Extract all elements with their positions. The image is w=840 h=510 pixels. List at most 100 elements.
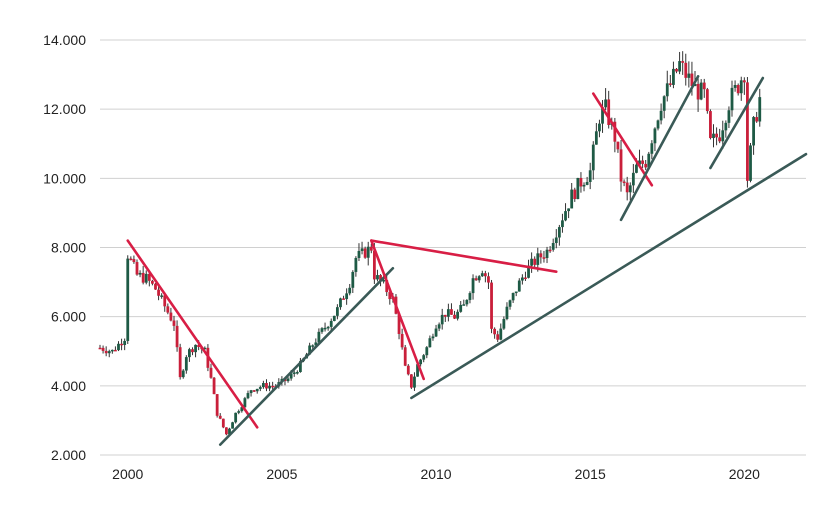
candle-body: [403, 347, 407, 366]
candle-body: [573, 189, 577, 200]
candle-body: [561, 220, 564, 228]
candle-body: [622, 181, 626, 184]
candle-body: [261, 383, 265, 388]
candle-body: [326, 326, 330, 329]
y-tick-label: 8.000: [51, 240, 86, 256]
candle-body: [450, 309, 453, 315]
candle-body: [144, 273, 148, 283]
candle-body: [141, 272, 145, 283]
candle-body: [252, 390, 256, 392]
candle-body: [638, 160, 641, 165]
candle-body: [221, 418, 225, 428]
candle-body: [197, 344, 201, 348]
candle-body: [107, 351, 111, 354]
x-axis: 2000 2005 2010 2015 2020: [112, 466, 760, 482]
candle-body: [357, 250, 361, 258]
candle-body: [619, 149, 623, 182]
candle-body: [601, 107, 604, 124]
candle-body: [517, 280, 521, 292]
x-tick-label: 2020: [729, 466, 760, 482]
candle-body: [465, 299, 469, 305]
candle-body: [477, 276, 481, 281]
candle-body: [249, 390, 253, 394]
candle-body: [203, 347, 207, 350]
candle-body: [184, 357, 188, 371]
grid-lines: [100, 39, 806, 456]
candle-body: [548, 249, 552, 252]
candle-body: [554, 237, 558, 244]
candle-body: [329, 320, 333, 327]
candle-body: [712, 133, 715, 139]
candle-body: [456, 311, 460, 319]
candle-body: [576, 177, 580, 200]
candle-body: [462, 304, 466, 306]
candle-body: [490, 282, 493, 329]
candle-body: [647, 153, 651, 168]
candle-body: [514, 291, 518, 294]
candle-body: [496, 334, 500, 340]
candle-body: [524, 277, 527, 280]
trend-lines: [126, 75, 808, 446]
support-trend-line: [218, 266, 395, 446]
candle-body: [567, 208, 571, 212]
candle-body: [591, 144, 595, 171]
candle-body: [499, 328, 503, 340]
candle-body: [699, 82, 703, 100]
candle-body: [650, 143, 654, 154]
candle-body: [678, 61, 681, 72]
candle-body: [409, 374, 413, 388]
candle-body: [480, 273, 484, 277]
candle-body: [570, 189, 574, 209]
candle-body: [604, 99, 608, 108]
candle-body: [536, 253, 540, 265]
candle-body: [369, 246, 373, 251]
candle-body: [696, 83, 700, 100]
y-tick-label: 14.000: [43, 32, 86, 48]
candle-body: [151, 280, 154, 284]
candle-body: [440, 314, 444, 325]
candle-body: [314, 342, 318, 346]
candle-body: [721, 130, 725, 142]
candles: [98, 51, 762, 437]
y-axis: 2.000 4.000 6.000 8.000 10.000 12.000 14.000: [43, 32, 86, 463]
candle-body: [474, 278, 478, 281]
candle-body: [268, 385, 271, 389]
candle-body: [483, 273, 487, 277]
candle-body: [342, 298, 345, 300]
candle-body: [292, 372, 296, 374]
candle-body: [120, 343, 123, 346]
candle-body: [471, 278, 475, 294]
candle-body: [582, 184, 586, 187]
candle-body: [502, 319, 506, 329]
y-tick-label: 12.000: [43, 101, 86, 117]
support-trend-line: [619, 75, 700, 222]
candle-body: [372, 250, 376, 280]
candle-body: [520, 277, 524, 281]
candle-body: [129, 258, 133, 261]
candle-body: [117, 343, 120, 351]
y-tick-label: 10.000: [43, 170, 86, 186]
candle-body: [616, 141, 620, 150]
candle-body: [138, 272, 142, 275]
candle-body: [635, 164, 638, 173]
y-tick-label: 4.000: [51, 378, 86, 394]
candle-body: [188, 349, 191, 358]
candle-body: [209, 367, 213, 378]
candle-body: [163, 295, 167, 307]
candle-body: [237, 411, 241, 413]
candle-body: [733, 85, 737, 88]
candle-body: [363, 248, 367, 258]
candle-body: [135, 262, 139, 275]
candle-body: [665, 83, 669, 97]
candle-body: [564, 211, 567, 221]
y-tick-label: 2.000: [51, 447, 86, 463]
candle-body: [613, 121, 617, 142]
candle-body: [360, 248, 364, 251]
candle-body: [271, 385, 275, 388]
candle-body: [749, 145, 752, 181]
candle-body: [298, 361, 302, 373]
candle-body: [335, 307, 339, 316]
x-tick-label: 2010: [420, 466, 451, 482]
candle-body: [755, 117, 759, 122]
